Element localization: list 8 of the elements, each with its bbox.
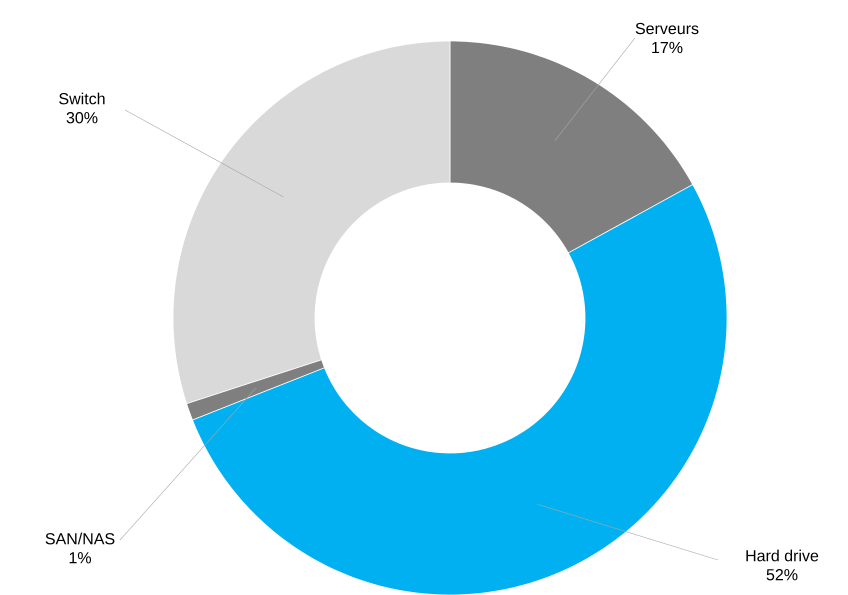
slice-label: Hard drive (746, 549, 818, 562)
slice-label: Serveurs (636, 22, 698, 34)
slice-label: Switch (59, 92, 105, 104)
data-label: 1% (70, 552, 92, 564)
data-label: 30% (66, 112, 98, 124)
data-label: 17% (652, 42, 682, 53)
slice-label: SAN/NAS (46, 532, 114, 544)
data-label: 52% (766, 568, 798, 580)
